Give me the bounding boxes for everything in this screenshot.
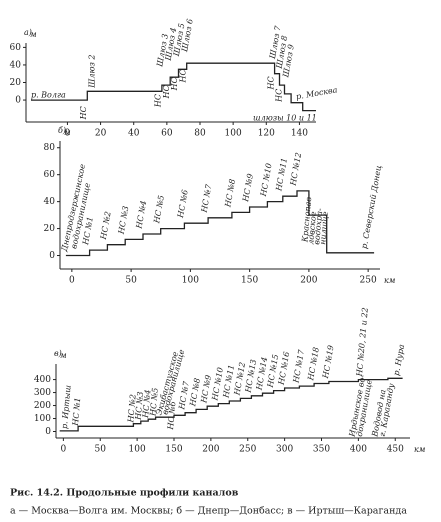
x-tick-label: 100	[182, 276, 199, 286]
y-tick-label: 0	[15, 96, 21, 106]
annotation: НС	[178, 69, 187, 83]
y-tick-label: 40	[10, 60, 22, 70]
x-axis-label: км	[414, 445, 426, 454]
x-tick-label: 0	[65, 129, 71, 139]
y-tick-label: 400	[34, 375, 51, 385]
annotation: НС №6	[176, 189, 190, 219]
x-tick-label: 140	[291, 129, 308, 139]
x-tick-label: 60	[161, 129, 173, 139]
y-tick-label: 20	[10, 78, 22, 88]
x-tick-label: 300	[276, 445, 293, 455]
profile-line	[59, 377, 403, 432]
y-axis-label: м	[60, 351, 67, 360]
annotation: НС	[162, 85, 171, 99]
annotation: НС №8	[188, 377, 202, 407]
x-tick-label: 0	[61, 445, 67, 455]
x-tick-label: 120	[258, 129, 275, 139]
annotation: НС №12	[288, 152, 303, 187]
annotation: НС №4	[141, 389, 153, 419]
profile-line	[65, 190, 375, 257]
x-tick-label: 450	[387, 445, 404, 455]
x-tick-label: 50	[125, 276, 137, 286]
x-tick-label: 200	[300, 276, 317, 286]
panel-label: б)	[58, 126, 66, 135]
annotation: НС №7	[199, 183, 213, 214]
caption-title: Рис. 14.2. Продольные профили каналов	[10, 488, 239, 499]
y-tick-label: 200	[34, 401, 51, 411]
x-tick-label: 80	[194, 129, 206, 139]
annotation: Краснопав-	[300, 194, 313, 244]
annotation: НС №10	[259, 162, 274, 197]
annotation: НС №2	[99, 211, 113, 241]
annotation: НС №11	[274, 157, 289, 192]
annotation: НС	[154, 94, 163, 108]
annotation: НС №19	[321, 345, 336, 380]
annotation: НС №8	[223, 178, 237, 208]
x-tick-label: 150	[241, 276, 258, 286]
x-tick-label: 20	[95, 129, 107, 139]
y-axis-label: м	[30, 30, 37, 39]
annotation: НС №17	[291, 348, 306, 384]
annotation: НС №5	[148, 387, 160, 417]
annotation: НС №6	[166, 401, 178, 431]
annotation: НС №2	[126, 394, 138, 424]
annotation: НС	[266, 76, 275, 90]
annotation: НС	[170, 77, 179, 91]
annotation: р. Москва	[295, 85, 338, 101]
annotation: НС №20, 21 и 22	[355, 307, 370, 378]
annotation: нилище	[318, 211, 330, 245]
annotation: водохра-	[312, 208, 324, 245]
x-tick-label: 100	[225, 129, 242, 139]
panel-label: в)	[54, 349, 62, 358]
x-tick-label: 350	[313, 445, 330, 455]
annotation: р. Северский Донец	[360, 164, 384, 249]
x-tick-label: 400	[350, 445, 367, 455]
x-tick-label: 150	[165, 445, 182, 455]
annotation: НС №3	[117, 205, 131, 235]
y-tick-label: 300	[34, 388, 51, 398]
y-tick-label: 60	[44, 170, 56, 180]
y-tick-label: 0	[49, 251, 55, 261]
x-tick-label: 200	[202, 445, 219, 455]
profile-line	[31, 62, 316, 112]
x-tick-label: 40	[128, 129, 140, 139]
y-tick-label: 40	[44, 197, 56, 207]
x-tick-label: 0	[69, 276, 75, 286]
annotation: р. Иртыш	[60, 384, 73, 429]
x-axis-label: км	[384, 276, 396, 285]
annotation: НС №9	[241, 173, 255, 203]
x-tick-label: 50	[95, 445, 107, 455]
y-tick-label: 0	[45, 427, 51, 437]
annotation: НС №18	[306, 346, 321, 381]
y-tick-label: 20	[44, 224, 56, 234]
y-tick-label: 80	[44, 143, 56, 153]
y-axis-label: м	[64, 128, 71, 137]
panel-label: а)	[24, 28, 32, 37]
x-tick-label: 100	[129, 445, 146, 455]
annotation: НС	[79, 106, 88, 120]
annotation: НС №5	[152, 194, 166, 224]
annotation: шлюзы 10 и 11	[253, 113, 317, 122]
x-tick-label: 250	[239, 445, 256, 455]
annotation: НС №4	[134, 200, 148, 230]
annotation: НС	[275, 89, 284, 103]
annotation: ловское	[306, 211, 318, 245]
annotation: НС №1	[71, 397, 83, 427]
y-tick-label: 60	[10, 43, 22, 53]
annotation: НС №3	[134, 391, 146, 421]
annotation: р. Нура	[392, 343, 406, 376]
x-tick-label: 250	[360, 276, 377, 286]
annotation: Шлюз 2	[87, 55, 96, 89]
caption-text: а — Москва—Волга им. Москвы; б — Днепр—Д…	[10, 506, 407, 517]
annotation: р. Волга	[31, 91, 66, 100]
y-tick-label: 100	[34, 414, 51, 424]
